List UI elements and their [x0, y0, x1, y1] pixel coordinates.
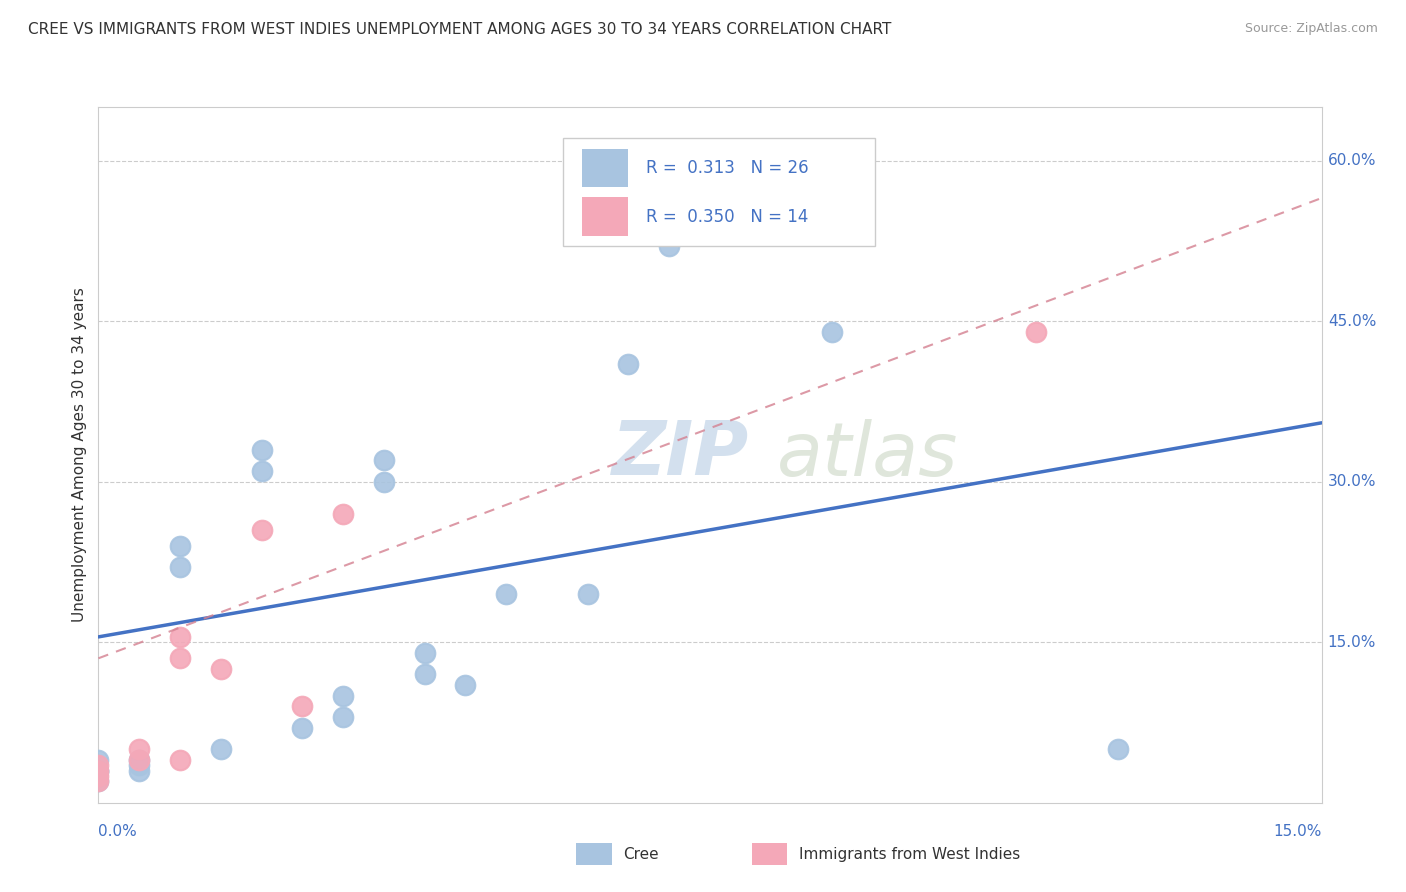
Text: R =  0.350   N = 14: R = 0.350 N = 14 — [647, 208, 808, 226]
FancyBboxPatch shape — [582, 149, 628, 187]
Point — [373, 475, 395, 489]
Point — [454, 678, 477, 692]
Point — [128, 742, 150, 756]
Point — [87, 774, 110, 789]
Point — [87, 764, 110, 778]
Text: R =  0.313   N = 26: R = 0.313 N = 26 — [647, 159, 808, 177]
Point — [169, 539, 191, 553]
Point — [169, 630, 191, 644]
Point — [128, 758, 150, 772]
Text: 45.0%: 45.0% — [1327, 314, 1376, 328]
Point — [1107, 742, 1129, 756]
Point — [169, 560, 191, 574]
Point — [209, 742, 232, 756]
Point — [169, 651, 191, 665]
Point — [128, 753, 150, 767]
Point — [250, 442, 273, 457]
FancyBboxPatch shape — [582, 197, 628, 235]
Point — [413, 667, 436, 681]
Point — [169, 753, 191, 767]
Y-axis label: Unemployment Among Ages 30 to 34 years: Unemployment Among Ages 30 to 34 years — [72, 287, 87, 623]
Point — [128, 753, 150, 767]
FancyBboxPatch shape — [564, 138, 875, 246]
Point — [332, 710, 354, 724]
Text: 60.0%: 60.0% — [1327, 153, 1376, 168]
Point — [576, 587, 599, 601]
Point — [87, 774, 110, 789]
Text: 30.0%: 30.0% — [1327, 475, 1376, 489]
Point — [617, 357, 640, 371]
Point — [87, 769, 110, 783]
Point — [658, 239, 681, 253]
Point — [291, 699, 314, 714]
Point — [332, 689, 354, 703]
Point — [332, 507, 354, 521]
Text: 15.0%: 15.0% — [1274, 823, 1322, 838]
Text: 0.0%: 0.0% — [98, 823, 138, 838]
Point — [87, 753, 110, 767]
Point — [250, 464, 273, 478]
Point — [821, 325, 844, 339]
Point — [87, 764, 110, 778]
Point — [495, 587, 517, 601]
Point — [250, 523, 273, 537]
Point — [87, 764, 110, 778]
Text: CREE VS IMMIGRANTS FROM WEST INDIES UNEMPLOYMENT AMONG AGES 30 TO 34 YEARS CORRE: CREE VS IMMIGRANTS FROM WEST INDIES UNEM… — [28, 22, 891, 37]
Point — [373, 453, 395, 467]
Point — [128, 764, 150, 778]
Text: ZIP: ZIP — [612, 418, 749, 491]
Text: atlas: atlas — [778, 419, 959, 491]
Point — [413, 646, 436, 660]
Text: Source: ZipAtlas.com: Source: ZipAtlas.com — [1244, 22, 1378, 36]
Point — [209, 662, 232, 676]
Point — [87, 758, 110, 772]
Text: Immigrants from West Indies: Immigrants from West Indies — [799, 847, 1019, 862]
Text: 15.0%: 15.0% — [1327, 635, 1376, 649]
Point — [1025, 325, 1047, 339]
Point — [291, 721, 314, 735]
Text: Cree: Cree — [623, 847, 658, 862]
